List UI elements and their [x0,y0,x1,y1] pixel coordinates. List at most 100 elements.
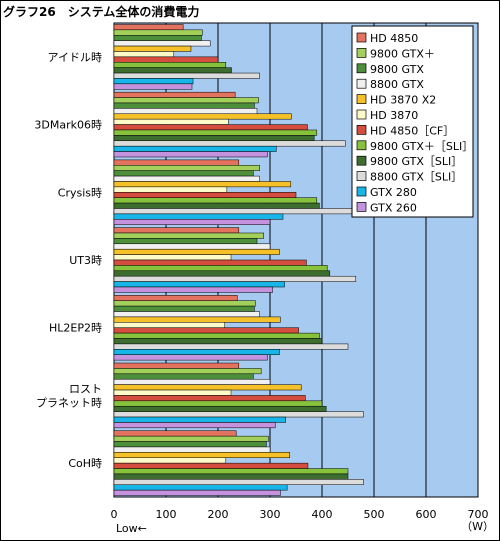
bar [113,181,292,188]
x-unit-label: （W） [461,520,494,533]
bar [113,338,323,345]
x-tick-label: 100 [156,508,177,521]
bar [113,416,286,423]
bar [113,254,232,261]
legend-label: HD 3870 X2 [370,94,436,107]
x-tick-label: 500 [364,508,385,521]
bar [113,102,255,109]
bar [113,373,254,380]
bar [113,35,202,41]
bar [113,422,276,429]
bar [113,316,281,323]
legend-label: HD 4850［CF］ [370,124,454,137]
bar [113,40,211,47]
bar [113,151,268,158]
bar [113,113,292,120]
bar [113,135,315,142]
bar [113,484,288,491]
bar [113,91,236,98]
bar [113,275,357,282]
bar [113,400,323,407]
bar [113,354,268,361]
bar [113,243,271,250]
legend-swatch [356,186,367,197]
bar [113,430,237,437]
bar [113,389,232,396]
bar [113,124,308,131]
legend-swatch [356,171,367,181]
bar [113,78,194,85]
bar [113,259,307,266]
legend-swatch [356,202,367,212]
bar [113,300,256,307]
legend-label: 8800 GTX［SLI］ [370,171,462,184]
bar [113,129,318,136]
x-tick-label: 700 [468,508,489,521]
bar [113,83,193,90]
bar [113,175,260,182]
x-tick-label: 0 [111,508,118,521]
bar [113,468,349,475]
bar [113,208,357,215]
category-label: アイドル時 [48,51,102,64]
bar [113,192,297,198]
bar [113,67,232,74]
bar [113,378,271,385]
bar [113,479,364,485]
legend-label: GTX 260 [370,201,417,214]
x-tick-label: 300 [260,508,281,521]
legend-swatch [356,78,367,89]
category-label: ロスト [69,382,102,395]
category-label: プラネット時 [36,396,102,409]
bar [113,108,258,115]
bar [113,145,277,152]
bar [113,270,331,277]
bar [113,72,260,79]
bar [113,24,184,31]
category-label: UT3時 [69,254,102,267]
legend-swatch [356,94,367,104]
bar [113,395,306,402]
legend-swatch [356,155,367,166]
x-tick-label: 600 [416,508,437,521]
legend-label: GTX 280 [370,186,417,199]
category-label: 3DMark06時 [34,119,102,132]
category-labels: アイドル時 3DMark06時 Crysis時 UT3時 HL2EP2時ロストプラネット… [34,51,102,470]
bar [113,29,203,36]
bar [113,452,291,458]
legend-swatch [356,63,367,74]
legend-label: 9800 GTX [370,63,424,76]
bar [113,118,229,125]
bar [113,197,318,204]
legend-swatch [356,125,367,135]
bar [113,140,346,147]
bar [113,462,309,469]
bar [113,186,228,193]
category-label: CoH時 [68,457,102,470]
bar [113,97,259,104]
bar [113,349,280,355]
legend-label: 8800 GTX [370,78,424,91]
x-note-label: Low← [116,522,147,535]
bar [113,265,328,272]
bar [113,489,281,496]
x-tick-labels: 0 100 200 300 400 500 600 700 [111,508,489,521]
bar [113,305,255,312]
bar [113,441,267,448]
legend-label: 9800 GTX［SLI］ [370,155,462,168]
bar [113,202,320,209]
bar [113,405,327,412]
bar [113,51,175,58]
bar [113,170,254,177]
bar [113,219,271,225]
bar [113,213,284,220]
legend-label: HD 4850 [370,32,418,45]
legend-label: 9800 GTX＋ [370,47,435,60]
bar [113,446,271,453]
legend-swatch [356,109,367,120]
bars [113,24,364,496]
x-tick-label: 400 [312,508,333,521]
legend: HD 4850 9800 GTX＋ 9800 GTX 8800 GTX HD 3870 … [351,25,474,218]
bar [113,435,269,442]
